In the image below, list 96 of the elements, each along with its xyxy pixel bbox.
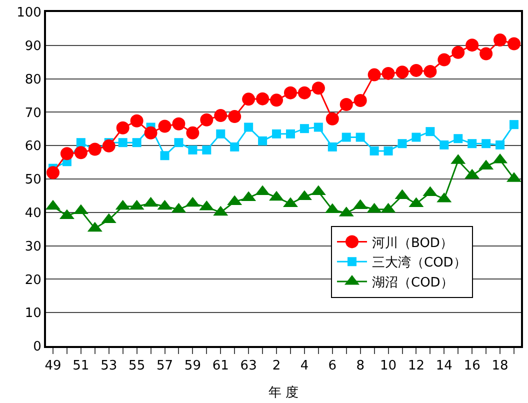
- x-tick-label: 4: [300, 358, 309, 374]
- point: [326, 112, 339, 126]
- point: [214, 109, 228, 122]
- point: [186, 126, 200, 140]
- point: [118, 138, 128, 148]
- point: [454, 134, 463, 144]
- point: [452, 46, 465, 59]
- y-tick-label: 70: [24, 106, 42, 121]
- point: [130, 114, 144, 128]
- point: [174, 138, 184, 148]
- x-tick-label: 2: [272, 358, 281, 374]
- point: [270, 94, 284, 107]
- x-tick-label: 18: [492, 358, 508, 374]
- y-tick-label: 60: [24, 139, 42, 154]
- point: [200, 113, 214, 126]
- point: [228, 110, 242, 124]
- y-tick-label: 100: [16, 6, 42, 21]
- point: [286, 129, 295, 138]
- point: [116, 121, 130, 134]
- point: [300, 124, 309, 134]
- y-tick-label: 10: [24, 306, 42, 322]
- point: [312, 82, 325, 95]
- point: [74, 146, 88, 160]
- y-tick-label: 0: [33, 340, 42, 355]
- x-tick-label: 12: [408, 358, 424, 374]
- point: [354, 94, 367, 108]
- point: [230, 142, 240, 152]
- x-tick-label: 59: [184, 358, 201, 374]
- point: [202, 145, 212, 154]
- x-tick-label: 61: [212, 358, 229, 374]
- point: [368, 68, 381, 82]
- point: [384, 146, 393, 156]
- x-tick-label: 55: [128, 358, 146, 374]
- point: [426, 127, 435, 136]
- point: [76, 138, 86, 148]
- point: [158, 120, 172, 133]
- legend-label: 三大湾（COD）: [372, 254, 466, 271]
- y-tick-label: 20: [24, 272, 42, 288]
- point: [144, 126, 158, 140]
- point: [88, 142, 102, 156]
- point: [258, 136, 268, 146]
- point: [328, 142, 337, 152]
- point: [424, 64, 437, 78]
- legend-label: 河川（BOD）: [372, 236, 453, 251]
- x-tick-label: 16: [464, 358, 480, 374]
- x-tick-label: 53: [100, 358, 118, 374]
- x-axis-title: 年 度: [268, 384, 299, 401]
- point: [46, 166, 60, 180]
- y-tick-label: 90: [24, 38, 42, 54]
- point: [272, 129, 282, 138]
- point: [242, 92, 256, 106]
- x-tick-label: 63: [240, 358, 257, 374]
- point: [172, 117, 186, 130]
- point: [482, 139, 491, 148]
- point: [284, 86, 297, 100]
- x-tick-label: 49: [44, 358, 62, 374]
- point: [468, 139, 477, 148]
- point: [160, 151, 170, 160]
- x-tick-label: 10: [380, 358, 397, 374]
- point: [410, 64, 423, 77]
- point: [440, 140, 449, 150]
- point: [398, 139, 407, 148]
- point: [46, 200, 60, 210]
- point: [60, 147, 74, 160]
- point: [188, 145, 198, 154]
- point: [132, 138, 142, 148]
- point: [382, 66, 395, 80]
- x-tick-label: 57: [156, 358, 174, 374]
- point: [216, 129, 226, 138]
- point: [466, 38, 479, 52]
- point: [342, 132, 351, 142]
- x-tick-label: 6: [328, 358, 337, 374]
- point: [256, 92, 270, 106]
- y-tick-label: 80: [24, 72, 42, 88]
- point: [340, 98, 353, 112]
- point: [370, 146, 379, 156]
- y-tick-label: 50: [24, 172, 42, 188]
- x-tick-label: 14: [436, 358, 452, 374]
- point: [412, 132, 421, 142]
- point: [480, 47, 493, 60]
- point: [356, 132, 365, 142]
- y-tick-label: 30: [24, 239, 42, 254]
- x-tick-label: 8: [356, 358, 364, 374]
- y-tick-label: 40: [24, 206, 42, 221]
- point: [508, 37, 521, 50]
- point: [510, 120, 519, 130]
- point: [496, 140, 505, 150]
- point: [244, 122, 254, 132]
- point: [494, 34, 507, 47]
- point: [396, 66, 409, 79]
- point: [102, 139, 116, 152]
- point: [314, 122, 323, 132]
- point: [298, 86, 311, 100]
- point: [438, 53, 451, 66]
- legend-label: 湖沼（COD）: [372, 276, 454, 291]
- x-tick-label: 51: [72, 358, 90, 374]
